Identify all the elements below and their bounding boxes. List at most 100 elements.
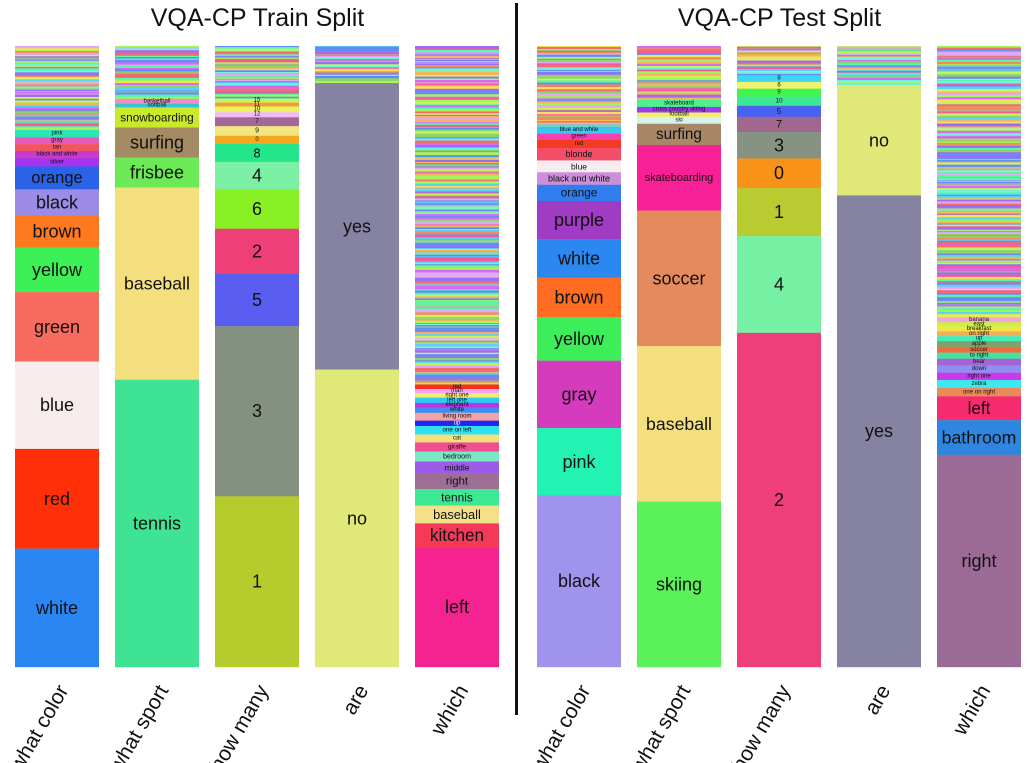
rare-answer-stripe bbox=[115, 57, 199, 59]
rare-answer-stripe bbox=[937, 195, 1021, 198]
rare-answer-stripe bbox=[15, 126, 99, 128]
rare-answer-stripe bbox=[415, 74, 499, 77]
rare-answer-stripe bbox=[937, 183, 1021, 185]
rare-answer-stripe bbox=[215, 75, 299, 77]
answer-label: orange bbox=[31, 169, 82, 187]
answer-segment bbox=[15, 158, 99, 167]
rare-answer-stripe bbox=[415, 367, 499, 370]
rare-answer-stripe bbox=[537, 112, 621, 115]
rare-answer-stripe bbox=[115, 97, 199, 100]
rare-answer-stripe bbox=[737, 69, 821, 72]
answer-label: 10 bbox=[254, 106, 261, 112]
rare-answer-stripe bbox=[937, 255, 1021, 257]
rare-answer-stripe bbox=[415, 275, 499, 278]
answer-segment bbox=[115, 157, 199, 188]
rare-answer-stripe bbox=[415, 209, 499, 212]
answer-label: football bbox=[669, 112, 688, 118]
rare-answer-stripe bbox=[15, 96, 99, 99]
rare-answer-stripe bbox=[415, 99, 499, 103]
rare-answer-stripe bbox=[15, 66, 99, 68]
rare-answer-stripe bbox=[415, 272, 499, 274]
rare-answer-stripe bbox=[415, 155, 499, 158]
rare-answer-stripe bbox=[937, 296, 1021, 298]
rare-answer-stripe bbox=[415, 183, 499, 187]
rare-answer-stripe bbox=[315, 51, 399, 53]
rare-answer-stripe bbox=[15, 74, 99, 77]
answer-segment bbox=[537, 147, 621, 161]
rare-answer-stripe bbox=[415, 229, 499, 232]
answer-label: green bbox=[34, 317, 80, 337]
question-type-label: what color bbox=[5, 681, 73, 763]
answer-label: 10 bbox=[775, 98, 783, 105]
rare-answer-stripe bbox=[937, 127, 1021, 129]
answer-segment bbox=[737, 236, 821, 334]
rare-answer-stripe bbox=[15, 56, 99, 59]
rare-answer-stripe bbox=[215, 72, 299, 76]
rare-answer-stripe bbox=[537, 107, 621, 109]
answer-label: bedroom bbox=[443, 453, 471, 461]
rare-answer-stripe bbox=[937, 111, 1021, 114]
rare-answer-stripe bbox=[937, 233, 1021, 236]
rare-answer-stripe bbox=[15, 102, 99, 106]
rare-answer-stripe bbox=[937, 219, 1021, 222]
rare-answer-stripe bbox=[937, 79, 1021, 82]
answer-label: black and white bbox=[548, 174, 610, 184]
rare-answer-stripe bbox=[415, 116, 499, 118]
answer-segment bbox=[637, 346, 721, 502]
answer-label: black bbox=[36, 192, 79, 212]
rare-answer-stripe bbox=[415, 327, 499, 330]
rare-answer-stripe bbox=[15, 90, 99, 93]
rare-answer-stripe bbox=[15, 66, 99, 69]
rare-answer-stripe bbox=[415, 314, 499, 318]
rare-answer-stripe bbox=[415, 157, 499, 159]
rare-answer-stripe bbox=[215, 65, 299, 68]
rare-answer-stripe bbox=[415, 229, 499, 231]
rare-answer-stripe bbox=[15, 75, 99, 78]
answer-label: skateboarding bbox=[645, 172, 713, 184]
rare-answer-stripe bbox=[837, 65, 921, 68]
rare-answer-stripe bbox=[415, 163, 499, 165]
answer-label: no bbox=[347, 508, 367, 528]
rare-answer-stripe bbox=[415, 309, 499, 311]
answer-label: on right bbox=[969, 331, 989, 337]
rare-answer-stripe bbox=[115, 46, 199, 48]
rare-answer-stripe bbox=[415, 63, 499, 65]
rare-answer-stripe bbox=[937, 245, 1021, 248]
rare-answer-stripe bbox=[937, 308, 1021, 311]
rare-answer-stripe bbox=[415, 259, 499, 262]
rare-answer-stripe bbox=[937, 251, 1021, 254]
rare-answer-stripe bbox=[315, 63, 399, 65]
rare-answer-stripe bbox=[15, 114, 99, 117]
rare-answer-stripe bbox=[937, 240, 1021, 243]
rare-answer-stripe bbox=[937, 297, 1021, 301]
rare-answer-stripe bbox=[415, 200, 499, 202]
rare-answer-stripe bbox=[15, 62, 99, 65]
rare-answer-stripe bbox=[537, 95, 621, 98]
rare-answer-stripe bbox=[837, 79, 921, 83]
rare-answer-stripe bbox=[837, 50, 921, 53]
rare-answer-stripe bbox=[637, 75, 721, 79]
rare-answer-stripe bbox=[415, 119, 499, 122]
answer-segment bbox=[15, 189, 99, 216]
rare-answer-stripe bbox=[415, 206, 499, 208]
rare-answer-stripe bbox=[837, 51, 921, 54]
answer-label: apple bbox=[972, 341, 987, 347]
rare-answer-stripe bbox=[415, 58, 499, 60]
rare-answer-stripe bbox=[937, 288, 1021, 291]
rare-answer-stripe bbox=[937, 173, 1021, 176]
rare-answer-stripe bbox=[115, 81, 199, 84]
rare-answer-stripe bbox=[937, 262, 1021, 265]
rare-answer-stripe bbox=[937, 110, 1021, 112]
answer-segment bbox=[15, 166, 99, 190]
rare-answer-stripe bbox=[415, 348, 499, 351]
rare-answer-stripe bbox=[937, 117, 1021, 120]
rare-answer-stripe bbox=[415, 65, 499, 67]
rare-answer-stripe bbox=[415, 158, 499, 161]
answer-segment bbox=[637, 106, 721, 113]
rare-answer-stripe bbox=[937, 281, 1021, 283]
rare-answer-stripe bbox=[415, 86, 499, 90]
rare-answer-stripe bbox=[415, 276, 499, 278]
rare-answer-stripe bbox=[415, 94, 499, 97]
rare-answer-stripe bbox=[415, 117, 499, 121]
rare-answer-stripe bbox=[737, 48, 821, 51]
